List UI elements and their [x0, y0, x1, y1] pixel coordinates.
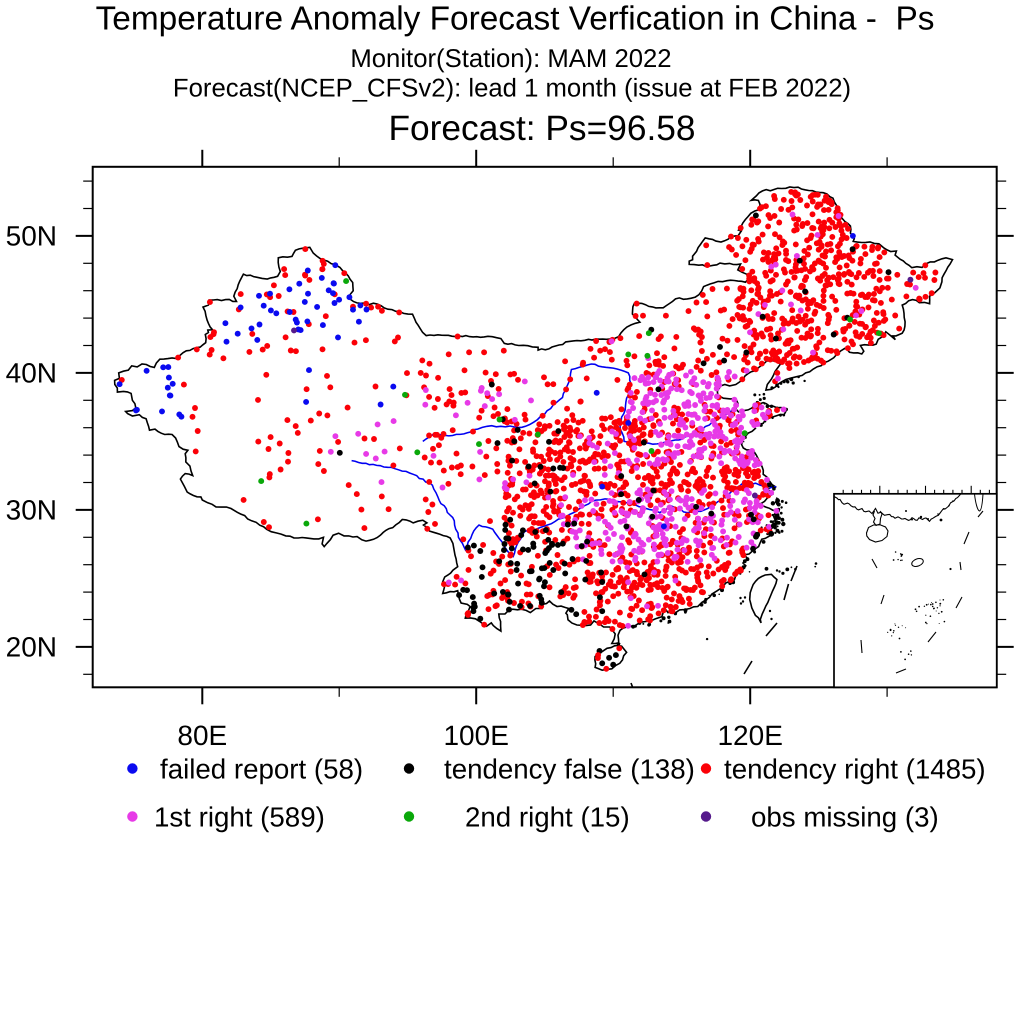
- svg-text:Monitor(Station): MAM 2022: Monitor(Station): MAM 2022: [350, 45, 671, 73]
- svg-text:2nd right (15): 2nd right (15): [465, 802, 630, 833]
- svg-text:Forecast: Ps=96.58: Forecast: Ps=96.58: [388, 109, 695, 148]
- svg-text:obs missing (3): obs missing (3): [751, 802, 939, 833]
- svg-text:30N: 30N: [6, 495, 57, 526]
- svg-text:20N: 20N: [6, 632, 57, 663]
- svg-text:failed report (58): failed report (58): [160, 754, 363, 785]
- svg-text:1st right (589): 1st right (589): [154, 802, 325, 833]
- svg-text:tendency false (138): tendency false (138): [444, 754, 695, 785]
- svg-text:tendency right (1485): tendency right (1485): [724, 754, 986, 785]
- svg-text:120E: 120E: [717, 720, 782, 751]
- svg-text:50N: 50N: [6, 221, 57, 252]
- svg-text:80E: 80E: [177, 720, 227, 751]
- svg-text:40N: 40N: [6, 358, 57, 389]
- svg-text:Forecast(NCEP_CFSv2): lead 1 m: Forecast(NCEP_CFSv2): lead 1 month (issu…: [173, 75, 851, 103]
- svg-text:Temperature Anomaly Forecast V: Temperature Anomaly Forecast Verfication…: [96, 1, 935, 38]
- svg-text:100E: 100E: [443, 720, 508, 751]
